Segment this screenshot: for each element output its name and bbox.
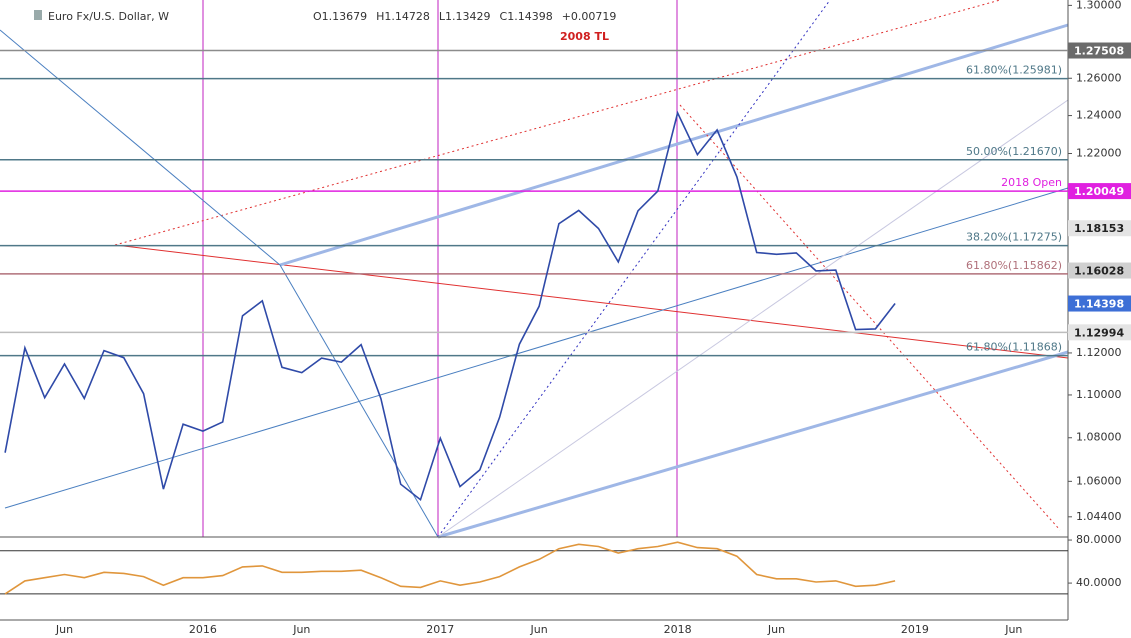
price-box-label: 1.27508 (1074, 45, 1124, 58)
chart-title: Euro Fx/U.S. Dollar, W (48, 10, 169, 23)
y-tick-label: 1.24000 (1076, 109, 1122, 122)
trendline (679, 104, 1061, 531)
y-tick-label: 80.0000 (1076, 533, 1122, 546)
x-tick-label: 2017 (426, 623, 454, 636)
x-tick-label: Jun (1004, 623, 1022, 636)
price-box-label: 1.16028 (1074, 265, 1124, 278)
ohlc-value: O1.13679 (313, 10, 367, 23)
ohlc-value: +0.00719 (562, 10, 617, 23)
y-tick-label: 1.04400 (1076, 510, 1122, 523)
x-tick-label: 2018 (664, 623, 692, 636)
annotation: 2008 TL (560, 30, 609, 43)
series-line (4, 110, 896, 502)
trendline (114, 0, 1001, 246)
channel-line (437, 350, 1069, 539)
y-tick-label: 1.10000 (1076, 388, 1122, 401)
price-box (1068, 295, 1131, 312)
x-tick-label: Jun (767, 623, 785, 636)
trendline (437, 99, 1069, 538)
y-tick-label: 1.22000 (1076, 146, 1122, 159)
price-box-label: 1.20049 (1074, 185, 1124, 198)
y-tick-label: 1.06000 (1076, 474, 1122, 487)
y-tick-label: 40.0000 (1076, 576, 1122, 589)
price-box-label: 1.18153 (1074, 222, 1124, 235)
ohlc-value: C1.14398 (500, 10, 553, 23)
x-tick-label: 2016 (189, 623, 217, 636)
x-tick-label: Jun (530, 623, 548, 636)
trendline (279, 264, 439, 538)
ohlc-value: L1.13429 (439, 10, 491, 23)
y-tick-label: 1.12000 (1076, 346, 1122, 359)
y-tick-label: 1.30000 (1076, 0, 1122, 11)
drawings (0, 0, 1069, 539)
x-tick-label: Jun (292, 623, 310, 636)
trendline (0, 29, 281, 266)
y-tick-label: 1.08000 (1076, 431, 1122, 444)
level-label: 50.00%(1.21670) (966, 145, 1062, 158)
price-box (1068, 183, 1131, 200)
price-box (1068, 42, 1131, 59)
x-tick-label: Jun (55, 623, 73, 636)
series-line (4, 541, 896, 595)
price-box (1068, 262, 1131, 279)
ohlc-value: H1.14728 (376, 10, 430, 23)
y-tick-label: 1.26000 (1076, 71, 1122, 84)
level-label: 61.80%(1.11868) (966, 341, 1062, 354)
icon (34, 10, 42, 20)
trendline (437, 0, 831, 538)
price-box-label: 1.12994 (1074, 326, 1124, 339)
channel-line (279, 23, 1069, 267)
price-box-label: 1.14398 (1074, 298, 1124, 311)
x-tick-label: 2019 (901, 623, 929, 636)
level-label: 2018 Open (1001, 176, 1062, 189)
trendline (4, 187, 1069, 509)
level-label: 61.80%(1.25981) (966, 64, 1062, 77)
price-box (1068, 324, 1131, 341)
price-box (1068, 220, 1131, 237)
level-label: 38.20%(1.17275) (966, 231, 1062, 244)
level-label: 61.80%(1.15862) (966, 259, 1062, 272)
trendline (114, 244, 1069, 359)
